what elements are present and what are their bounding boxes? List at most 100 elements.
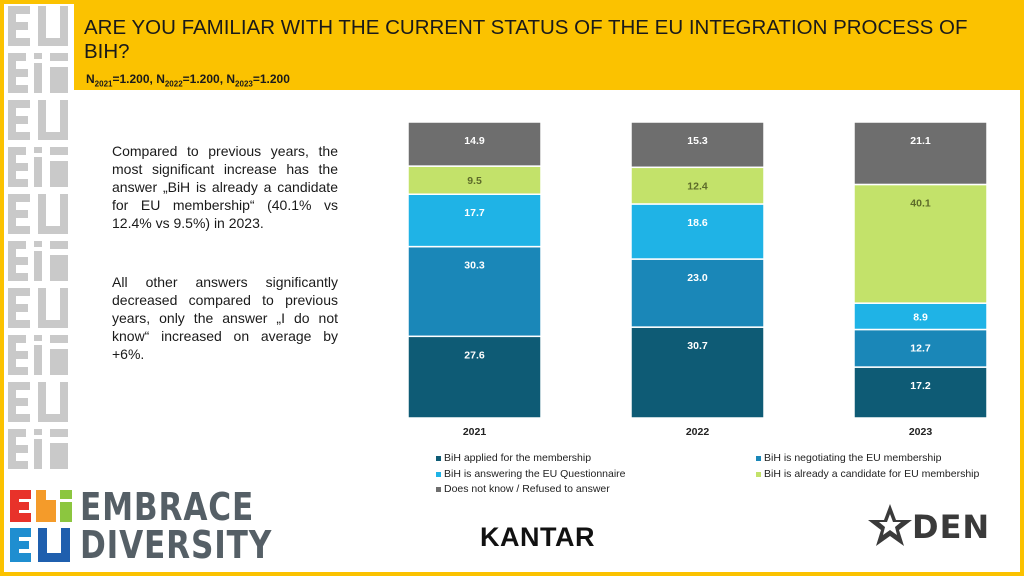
legend-item-3: BiH is already a candidate for EU member… bbox=[756, 468, 979, 480]
bar-segment-2021-4 bbox=[407, 121, 542, 167]
pattern-block bbox=[46, 320, 60, 328]
pattern-block bbox=[8, 241, 16, 281]
pattern-block bbox=[46, 414, 60, 422]
pattern-block bbox=[16, 398, 28, 406]
pattern-block bbox=[16, 22, 28, 30]
eu-bih-pattern bbox=[8, 6, 68, 469]
pattern-block bbox=[34, 429, 42, 435]
pattern-block bbox=[16, 100, 30, 108]
legend-swatch bbox=[436, 471, 441, 477]
commentary-paragraph-2: All other answers significantly decrease… bbox=[112, 274, 338, 362]
pattern-block bbox=[16, 335, 26, 343]
pattern-block bbox=[16, 257, 28, 265]
legend-label: BiH is answering the EU Questionnaire bbox=[444, 468, 626, 480]
x-tick-label-2021: 2021 bbox=[463, 426, 487, 438]
pattern-block bbox=[16, 414, 30, 422]
pattern-block bbox=[50, 255, 68, 281]
pattern-block bbox=[16, 132, 30, 140]
commentary-paragraph-1: Compared to previous years, the most sig… bbox=[112, 143, 338, 231]
pattern-block bbox=[8, 194, 16, 234]
kantar-logo: KANTAR bbox=[480, 522, 595, 552]
x-tick-label-2023: 2023 bbox=[909, 426, 933, 438]
pattern-block bbox=[60, 100, 68, 140]
pattern-block bbox=[16, 367, 28, 375]
pattern-block bbox=[16, 445, 28, 453]
pattern-block bbox=[16, 38, 30, 46]
pattern-block bbox=[16, 461, 28, 469]
pattern-block bbox=[50, 335, 68, 343]
pattern-block bbox=[34, 335, 42, 341]
pattern-block bbox=[16, 320, 30, 328]
legend-label: Does not know / Refused to answer bbox=[444, 483, 610, 495]
pattern-block bbox=[16, 304, 28, 312]
page-title: ARE YOU FAMILIAR WITH THE CURRENT STATUS… bbox=[84, 16, 968, 63]
pattern-block bbox=[16, 429, 26, 437]
pattern-block bbox=[16, 116, 28, 124]
pattern-block bbox=[16, 6, 30, 14]
pattern-block bbox=[16, 273, 28, 281]
pattern-block bbox=[50, 53, 68, 61]
pattern-block bbox=[16, 194, 30, 202]
data-label-2021-1: 30.3 bbox=[464, 260, 485, 272]
bar-segment-2023-4 bbox=[853, 121, 988, 186]
pattern-block bbox=[16, 241, 26, 249]
pattern-block bbox=[46, 132, 60, 140]
pattern-block bbox=[16, 179, 28, 187]
bar-segment-2022-0 bbox=[630, 326, 765, 419]
pattern-block bbox=[60, 6, 68, 46]
pattern-block bbox=[38, 288, 46, 328]
pattern-block bbox=[50, 67, 68, 93]
den-logo: DEN bbox=[868, 502, 990, 555]
data-label-2022-4: 15.3 bbox=[687, 135, 708, 147]
pattern-block bbox=[34, 63, 42, 93]
pattern-block bbox=[50, 443, 68, 469]
pattern-block bbox=[8, 382, 16, 422]
legend-swatch bbox=[436, 455, 441, 461]
bar-segment-2023-3 bbox=[853, 183, 988, 304]
pattern-block bbox=[16, 53, 26, 61]
pattern-block bbox=[50, 349, 68, 375]
den-logo-text: DEN bbox=[912, 508, 991, 546]
pattern-block bbox=[34, 251, 42, 281]
bar-segment-2021-0 bbox=[407, 335, 542, 419]
pattern-block bbox=[34, 53, 42, 59]
embrace-diversity-logo: EMBRACE DIVERSITY bbox=[80, 485, 273, 567]
data-label-2023-0: 17.2 bbox=[910, 380, 931, 392]
pattern-block bbox=[38, 382, 46, 422]
data-label-2022-1: 23.0 bbox=[687, 272, 708, 284]
data-label-2022-2: 18.6 bbox=[687, 217, 708, 229]
star-icon bbox=[868, 504, 912, 546]
pattern-block bbox=[8, 100, 16, 140]
data-label-2023-2: 8.9 bbox=[913, 311, 928, 323]
pattern-block bbox=[16, 382, 30, 390]
pattern-block bbox=[8, 429, 16, 469]
pattern-block bbox=[8, 6, 16, 46]
pattern-block bbox=[38, 6, 46, 46]
legend-label: BiH is already a candidate for EU member… bbox=[764, 468, 980, 480]
data-label-2022-0: 30.7 bbox=[687, 340, 708, 352]
header-banner: ARE YOU FAMILIAR WITH THE CURRENT STATUS… bbox=[74, 4, 1020, 90]
legend-swatch bbox=[756, 455, 761, 461]
bar-segment-2022-1 bbox=[630, 258, 765, 328]
pattern-block bbox=[60, 382, 68, 422]
pattern-block bbox=[38, 194, 46, 234]
sample-size: N2021=1.200, N2022=1.200, N2023=1.200 bbox=[86, 72, 290, 89]
data-label-2023-1: 12.7 bbox=[910, 342, 931, 354]
pattern-block bbox=[8, 53, 16, 93]
pattern-block bbox=[16, 85, 28, 93]
pattern-block bbox=[8, 288, 16, 328]
x-tick-label-2022: 2022 bbox=[686, 426, 710, 438]
bar-segment-2021-2 bbox=[407, 193, 542, 248]
pattern-block bbox=[34, 345, 42, 375]
pattern-block bbox=[34, 439, 42, 469]
bar-segment-2023-0 bbox=[853, 366, 988, 419]
data-label-2021-3: 9.5 bbox=[467, 175, 482, 187]
pattern-block bbox=[38, 100, 46, 140]
pattern-block bbox=[8, 147, 16, 187]
pattern-block bbox=[16, 69, 28, 77]
pattern-block bbox=[16, 147, 26, 155]
embrace-diversity-mark-icon bbox=[10, 490, 72, 562]
legend-item-2: BiH is answering the EU Questionnaire bbox=[436, 468, 626, 480]
pattern-block bbox=[16, 351, 28, 359]
